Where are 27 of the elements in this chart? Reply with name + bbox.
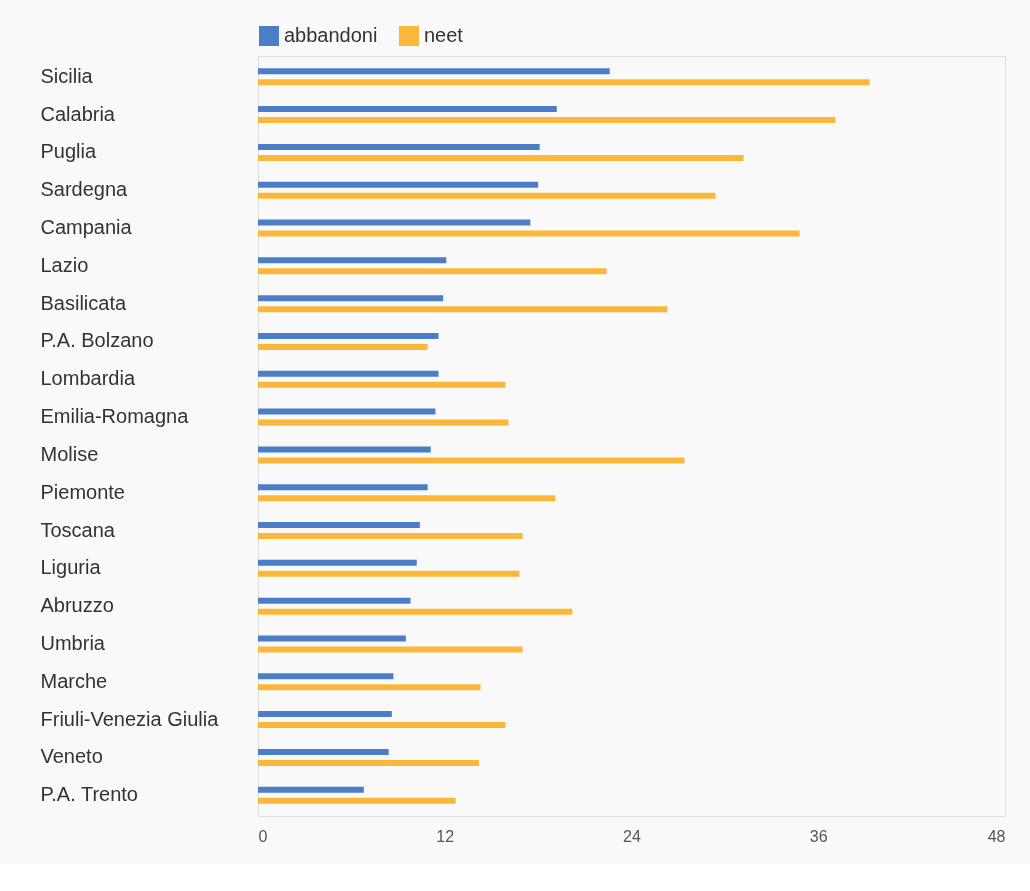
y-tick-label: Campania — [40, 216, 133, 239]
x-tick-label: 0 — [258, 827, 268, 845]
y-tick-label: Lazio — [40, 253, 89, 276]
y-tick-label: Abruzzo — [40, 594, 114, 617]
y-tick-label: Friuli-Venezia Giulia — [40, 707, 220, 730]
legend-label: abbandoni — [284, 24, 378, 46]
x-tick-label: 48 — [987, 827, 1006, 845]
y-tick-label: Piemonte — [40, 480, 125, 503]
y-tick-label: Liguria — [40, 556, 102, 579]
y-tick-label: Toscana — [40, 518, 116, 541]
x-tick-label: 24 — [623, 827, 641, 845]
y-tick-label: Molise — [40, 442, 99, 465]
y-tick-label: Sardegna — [40, 178, 129, 201]
y-tick-label: Marche — [40, 669, 108, 692]
x-tick-label: 12 — [436, 827, 455, 845]
y-tick-label: P.A. Trento — [40, 783, 138, 806]
y-tick-label: P.A. Bolzano — [40, 329, 154, 352]
y-tick-label: Veneto — [40, 745, 103, 768]
y-tick-label: Emilia-Romagna — [40, 405, 190, 428]
y-tick-label: Lombardia — [40, 367, 136, 390]
y-tick-label: Calabria — [40, 102, 116, 125]
y-tick-label: Umbria — [40, 631, 106, 654]
x-tick-label: 36 — [809, 827, 828, 845]
y-tick-label: Basilicata — [40, 291, 127, 314]
legend-label: neet — [424, 24, 464, 46]
y-tick-label: Sicilia — [40, 64, 94, 87]
y-tick-label: Puglia — [40, 140, 97, 163]
